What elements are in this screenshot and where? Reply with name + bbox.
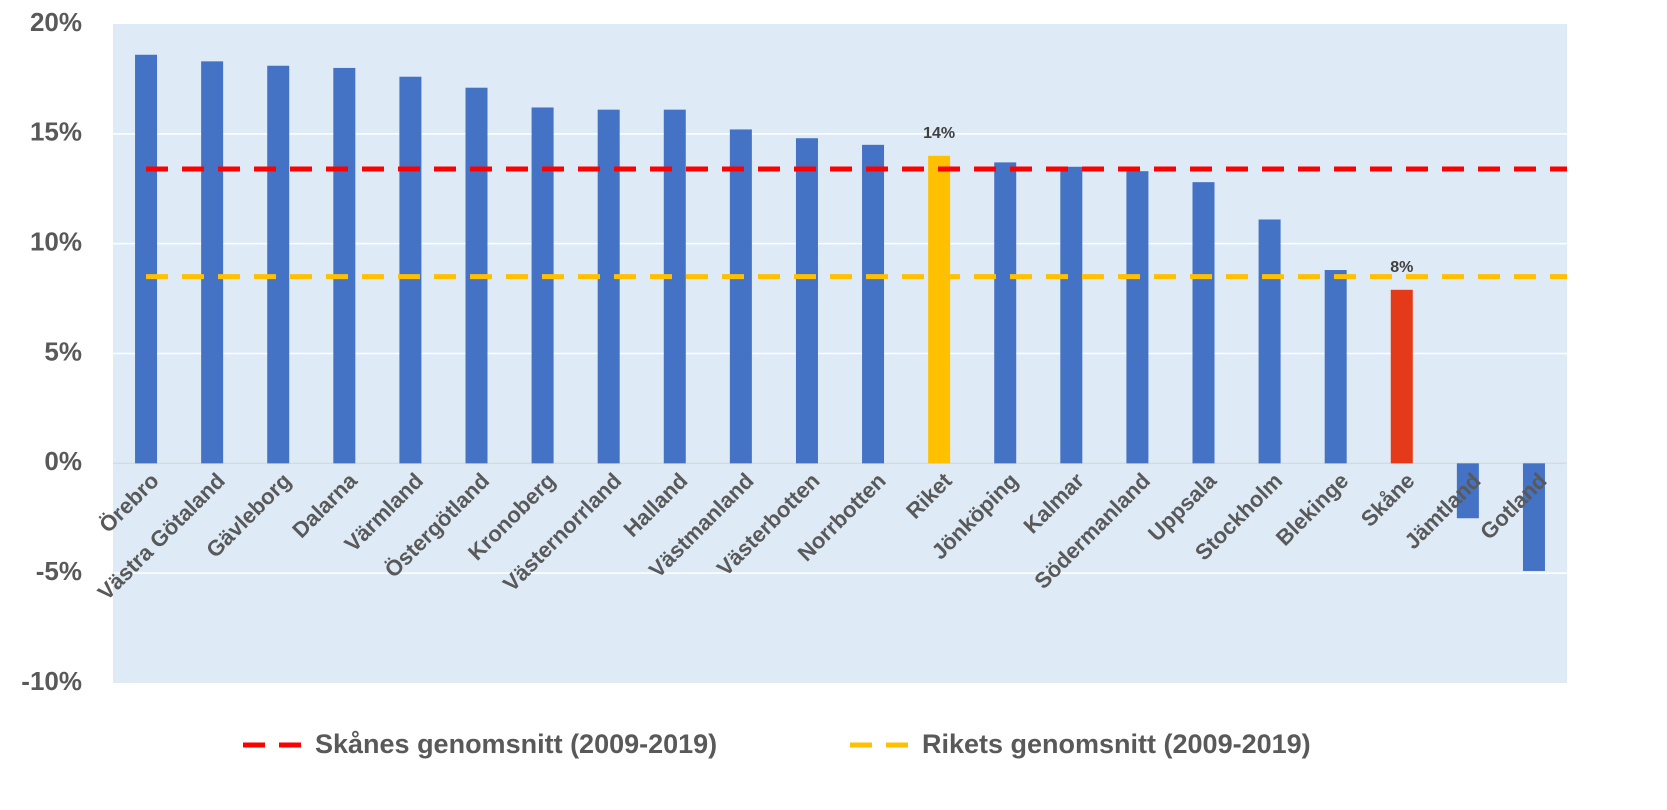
bar bbox=[994, 162, 1017, 464]
bar bbox=[597, 109, 620, 464]
y-tick-label: 20% bbox=[30, 7, 82, 37]
bar bbox=[1522, 463, 1545, 571]
bar bbox=[862, 144, 885, 464]
bar bbox=[1324, 270, 1347, 464]
y-tick-label: 0% bbox=[44, 446, 82, 476]
y-tick-label: 10% bbox=[30, 227, 82, 257]
bar bbox=[795, 138, 818, 464]
bar bbox=[729, 129, 752, 464]
bar bbox=[1060, 166, 1083, 464]
bar bbox=[1258, 219, 1281, 464]
bar bbox=[135, 54, 158, 464]
value-label: 14% bbox=[923, 125, 955, 142]
value-label: 8% bbox=[1390, 259, 1413, 276]
y-tick-label: 15% bbox=[30, 117, 82, 147]
bar bbox=[267, 65, 290, 464]
bar bbox=[201, 61, 224, 464]
bar bbox=[1126, 171, 1149, 464]
legend-label: Skånes genomsnitt (2009-2019) bbox=[315, 729, 717, 759]
y-tick-label: -5% bbox=[36, 556, 82, 586]
y-tick-label: -10% bbox=[21, 666, 82, 696]
legend-label: Rikets genomsnitt (2009-2019) bbox=[922, 729, 1311, 759]
bar bbox=[1390, 289, 1413, 464]
bar bbox=[1456, 463, 1479, 519]
bar bbox=[531, 107, 554, 464]
bar bbox=[928, 155, 951, 464]
bar bbox=[399, 76, 422, 464]
y-tick-label: 5% bbox=[44, 336, 82, 366]
bar bbox=[1192, 182, 1215, 464]
bar bbox=[333, 67, 356, 464]
bar bbox=[663, 109, 686, 464]
